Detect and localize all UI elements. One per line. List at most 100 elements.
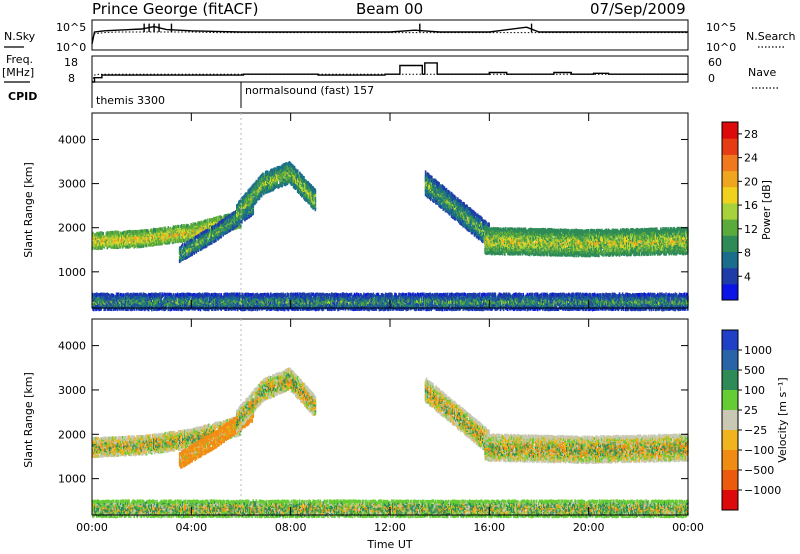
scatter-cell [102,237,104,241]
scatter-cell [194,231,197,235]
scatter-cell [468,207,471,211]
scatter-cell [484,236,487,240]
scatter-cell [457,216,459,221]
scatter-cell [273,167,275,171]
scatter-cell [193,237,196,241]
scatter-cell [178,227,181,231]
scatter-cell [220,215,222,219]
scatter-cell [261,179,264,183]
scatter-cell [196,232,199,236]
scatter-cell [154,231,156,235]
scatter-cell [97,235,99,239]
scatter-cell [309,185,311,189]
scatter-cell [256,185,259,189]
scatter-cell [273,187,275,191]
scatter-cell [154,233,156,237]
scatter-cell [98,245,100,249]
scatter-cell [197,237,200,241]
scatter-cell [306,190,308,194]
scatter-cell [300,193,302,197]
scatter-cell [257,177,260,181]
scatter-cell [163,229,166,233]
scatter-cell [484,232,486,236]
scatter-cell [200,242,203,246]
scatter-cell [124,230,126,234]
scatter-cell [156,242,158,246]
scatter-cell [180,224,182,229]
freq-tick-low: 8 [68,72,75,85]
scatter-cell [217,222,219,226]
scatter-cell [266,184,268,188]
scatter-cell [195,223,198,227]
scatter-cell [155,242,157,246]
scatter-cell [151,240,153,245]
scatter-cell [142,232,145,236]
scatter-cell [433,196,435,200]
scatter-cell [222,223,225,228]
scatter-cell [448,197,451,201]
scatter-cell [188,225,190,229]
scatter-cell [224,214,227,218]
nave-label: Nave [748,66,776,79]
scatter-cell [296,169,299,173]
scatter-cell [239,214,241,218]
scatter-cell [486,243,489,247]
scatter-cell [450,197,453,201]
scatter-cell [185,249,187,253]
scatter-cell [125,233,127,237]
scatter-cell [491,248,494,252]
scatter-cell [219,215,221,219]
scatter-cell [149,228,152,233]
scatter-cell [190,224,192,228]
scatter-cell [238,211,240,216]
scatter-cell [200,227,203,231]
scatter-cell [247,214,249,218]
scatter-cell [116,233,119,237]
scatter-cell [149,242,152,246]
scatter-cell [200,236,203,240]
scatter-cell [131,241,133,245]
scatter-cell [437,194,439,198]
scatter-cell [183,230,185,234]
scatter-cell [269,177,271,181]
scatter-cell [231,212,234,216]
scatter-cell [199,221,202,225]
scatter-cell [278,165,280,169]
scatter-cell [441,189,444,193]
scatter-cell [205,220,208,224]
scatter-cell [427,189,430,193]
scatter-cell [140,240,143,244]
scatter-cell [285,179,288,183]
scatter-cell [464,212,466,216]
scatter-cell [482,221,484,226]
scatter-cell [431,179,433,183]
scatter-cell [424,193,427,197]
scatter-cell [437,188,439,192]
scatter-cell [252,204,255,208]
scatter-cell [243,203,245,207]
scatter-cell [219,232,221,236]
scatter-cell [196,246,199,250]
scatter-cell [137,239,140,243]
scatter-cell [249,212,251,216]
scatter-cell [153,227,155,231]
scatter-cell [110,237,113,241]
scatter-cell [259,187,262,192]
scatter-cell [174,236,177,240]
scatter-cell [121,237,123,241]
scatter-cell [304,188,306,192]
scatter-cell [308,182,310,186]
scatter-cell [482,219,484,223]
scatter-cell [227,228,230,233]
scatter-cell [299,176,301,180]
scatter-cell [440,185,443,189]
scatter-cell [493,239,496,243]
scatter-cell [184,234,186,239]
scatter-cell [204,238,207,242]
scatter-cell [156,240,158,244]
scatter-cell [478,215,481,219]
scatter-cell [475,223,478,227]
nave-tick-low: 0 [708,72,715,85]
scatter-cell [449,204,452,208]
scatter-cell [107,231,110,235]
